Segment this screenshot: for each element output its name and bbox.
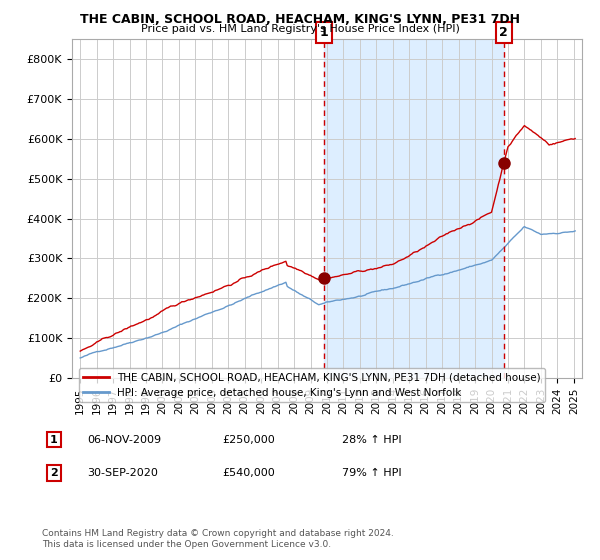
Text: 1: 1 <box>320 26 329 39</box>
Legend: THE CABIN, SCHOOL ROAD, HEACHAM, KING'S LYNN, PE31 7DH (detached house), HPI: Av: THE CABIN, SCHOOL ROAD, HEACHAM, KING'S … <box>79 368 545 402</box>
Text: 06-NOV-2009: 06-NOV-2009 <box>87 435 161 445</box>
Text: Price paid vs. HM Land Registry's House Price Index (HPI): Price paid vs. HM Land Registry's House … <box>140 24 460 34</box>
Bar <box>325 39 504 378</box>
Text: 1: 1 <box>50 435 58 445</box>
Text: 79% ↑ HPI: 79% ↑ HPI <box>342 468 401 478</box>
Text: 30-SEP-2020: 30-SEP-2020 <box>87 468 158 478</box>
Text: 2: 2 <box>499 26 508 39</box>
Text: 2: 2 <box>50 468 58 478</box>
Text: £540,000: £540,000 <box>222 468 275 478</box>
Text: 28% ↑ HPI: 28% ↑ HPI <box>342 435 401 445</box>
Text: £250,000: £250,000 <box>222 435 275 445</box>
Text: Contains HM Land Registry data © Crown copyright and database right 2024.
This d: Contains HM Land Registry data © Crown c… <box>42 529 394 549</box>
Text: THE CABIN, SCHOOL ROAD, HEACHAM, KING'S LYNN, PE31 7DH: THE CABIN, SCHOOL ROAD, HEACHAM, KING'S … <box>80 13 520 26</box>
